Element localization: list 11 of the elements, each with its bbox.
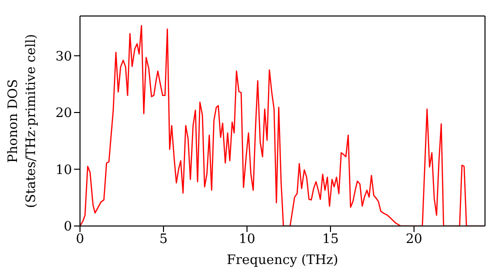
y-tick-label: 20 xyxy=(55,106,72,122)
y-tick-label: 10 xyxy=(55,162,72,178)
x-axis-title: Frequency (THz) xyxy=(226,253,338,268)
x-tick-label: 0 xyxy=(76,232,84,248)
y-tick-label: 0 xyxy=(64,220,72,235)
y-tick-label: 30 xyxy=(55,49,72,64)
x-tick-label: 20 xyxy=(406,232,422,248)
x-tick-label: 5 xyxy=(159,232,168,248)
y-axis-title: Phonon DOS (States/THz·primitive cell) xyxy=(6,34,39,208)
x-tick-label: 10 xyxy=(238,232,256,248)
x-tick-label: 15 xyxy=(322,232,339,248)
